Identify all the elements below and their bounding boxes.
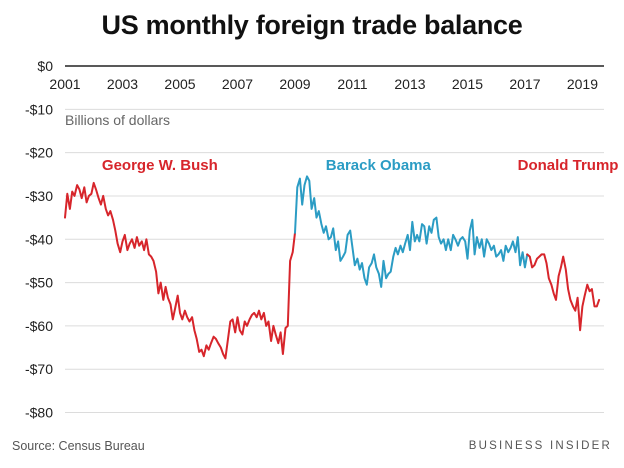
x-tick-label: 2015 — [452, 76, 483, 92]
bush-series-line — [64, 181, 296, 360]
x-axis-tick-labels: 2001 2003 2005 2007 2009 2011 2013 2015 2017 2019 — [49, 76, 598, 92]
y-axis-tick-labels: $0 -$10 -$20 -$30 -$40 -$50 -$60 -$70 -$80 — [25, 58, 53, 421]
y-tick-label: -$70 — [25, 361, 53, 377]
trump-series-line — [526, 253, 601, 332]
x-tick-label: 2013 — [394, 76, 425, 92]
y-tick-label: $0 — [37, 58, 53, 74]
obama-era-label: Barack Obama — [326, 157, 432, 174]
y-tick-label: -$20 — [25, 145, 53, 161]
x-tick-label: 2003 — [107, 76, 138, 92]
y-tick-label: -$10 — [25, 101, 53, 117]
brand-logo-text: BUSINESS INSIDER — [468, 440, 612, 452]
gridlines — [65, 65, 604, 413]
chart-title: US monthly foreign trade balance — [101, 10, 523, 40]
obama-series-line — [294, 175, 529, 288]
era-annotations: George W. Bush Barack Obama Donald Trump — [102, 157, 619, 174]
trump-era-label: Donald Trump — [518, 157, 619, 174]
series-lines — [64, 175, 601, 360]
x-tick-label: 2017 — [509, 76, 540, 92]
x-tick-label: 2001 — [49, 76, 80, 92]
y-tick-label: -$40 — [25, 231, 53, 247]
y-tick-label: -$30 — [25, 188, 53, 204]
y-tick-label: -$80 — [25, 405, 53, 421]
x-tick-label: 2009 — [279, 76, 310, 92]
y-tick-label: -$50 — [25, 275, 53, 291]
source-note: Source: Census Bureau — [12, 439, 145, 453]
bush-era-label: George W. Bush — [102, 157, 218, 174]
x-tick-label: 2007 — [222, 76, 253, 92]
x-tick-label: 2011 — [337, 76, 367, 92]
x-tick-label: 2019 — [567, 76, 598, 92]
y-tick-label: -$60 — [25, 318, 53, 334]
x-tick-label: 2005 — [164, 76, 195, 92]
y-axis-unit-label: Billions of dollars — [65, 112, 170, 128]
